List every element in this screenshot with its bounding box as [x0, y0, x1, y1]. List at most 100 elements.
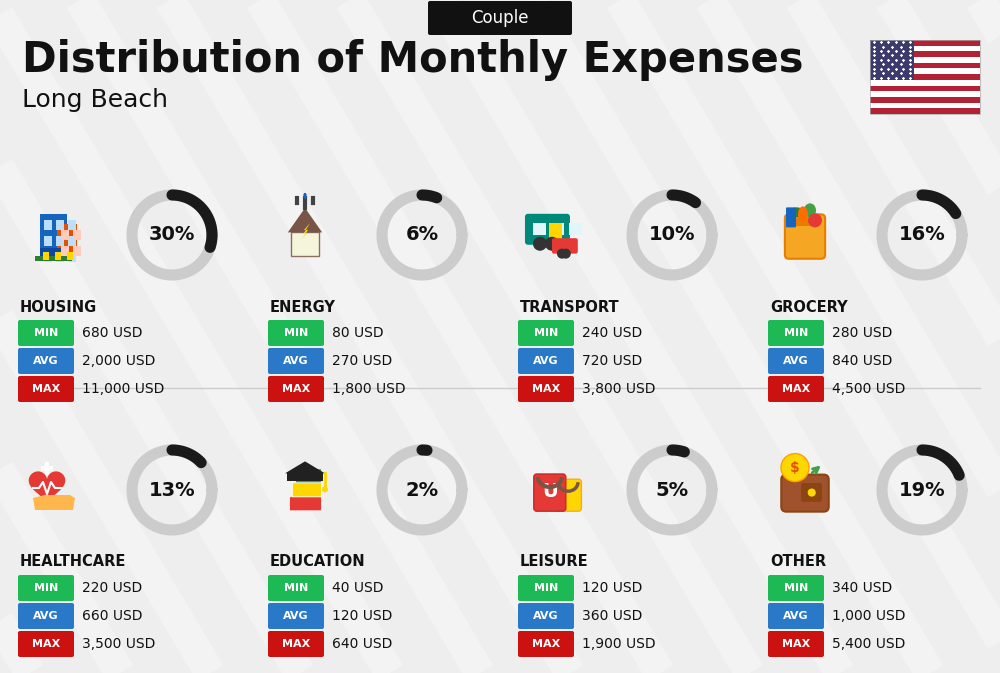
Bar [533, 223, 546, 235]
FancyBboxPatch shape [292, 483, 322, 497]
Text: MIN: MIN [534, 583, 558, 593]
Text: MAX: MAX [282, 384, 310, 394]
FancyBboxPatch shape [518, 631, 574, 657]
Bar [569, 223, 582, 235]
Text: 240 USD: 240 USD [582, 326, 642, 340]
Text: 1,800 USD: 1,800 USD [332, 382, 406, 396]
Bar [67, 252, 73, 260]
Circle shape [561, 248, 571, 258]
Circle shape [533, 237, 547, 251]
Text: 16%: 16% [899, 225, 945, 244]
Text: MIN: MIN [34, 583, 58, 593]
Polygon shape [285, 462, 325, 473]
Text: 220 USD: 220 USD [82, 581, 142, 595]
FancyBboxPatch shape [768, 603, 824, 629]
Bar [870, 80, 980, 85]
FancyBboxPatch shape [289, 497, 322, 511]
Text: 3,500 USD: 3,500 USD [82, 637, 155, 651]
Text: Couple: Couple [471, 9, 529, 27]
Text: AVG: AVG [783, 356, 809, 366]
Text: GROCERY: GROCERY [770, 299, 848, 314]
Circle shape [557, 248, 567, 258]
Text: 640 USD: 640 USD [332, 637, 392, 651]
Text: MIN: MIN [784, 583, 808, 593]
Bar [61, 246, 69, 256]
FancyBboxPatch shape [268, 603, 324, 629]
Bar [56, 236, 64, 246]
Bar [870, 108, 980, 114]
Ellipse shape [798, 207, 808, 222]
Bar [56, 252, 64, 262]
Text: EDUCATION: EDUCATION [270, 555, 366, 569]
FancyBboxPatch shape [295, 469, 322, 483]
Bar [870, 40, 980, 114]
Text: 280 USD: 280 USD [832, 326, 892, 340]
Text: 40 USD: 40 USD [332, 581, 384, 595]
Text: AVG: AVG [783, 611, 809, 621]
FancyBboxPatch shape [18, 603, 74, 629]
Text: MAX: MAX [532, 639, 560, 649]
Polygon shape [301, 223, 310, 240]
Text: 720 USD: 720 USD [582, 354, 642, 368]
Text: 680 USD: 680 USD [82, 326, 143, 340]
FancyBboxPatch shape [18, 348, 74, 374]
Text: MAX: MAX [32, 384, 60, 394]
Bar [55, 252, 61, 260]
FancyBboxPatch shape [518, 575, 574, 601]
Circle shape [781, 454, 809, 482]
FancyBboxPatch shape [428, 1, 572, 35]
FancyBboxPatch shape [768, 575, 824, 601]
FancyBboxPatch shape [768, 631, 824, 657]
Bar [792, 218, 818, 226]
Text: TRANSPORT: TRANSPORT [520, 299, 620, 314]
Bar [44, 236, 52, 246]
Text: HOUSING: HOUSING [20, 299, 97, 314]
Bar [870, 74, 980, 80]
Text: U: U [542, 482, 558, 501]
Bar [40, 214, 67, 256]
Bar [56, 219, 64, 229]
Text: MAX: MAX [532, 384, 560, 394]
Text: 270 USD: 270 USD [332, 354, 392, 368]
Text: OTHER: OTHER [770, 555, 826, 569]
Text: 10%: 10% [649, 225, 695, 244]
Text: AVG: AVG [33, 356, 59, 366]
Text: Long Beach: Long Beach [22, 88, 168, 112]
FancyBboxPatch shape [268, 575, 324, 601]
FancyBboxPatch shape [525, 214, 570, 245]
Text: 6%: 6% [405, 225, 439, 244]
Bar [35, 256, 72, 261]
Text: 80 USD: 80 USD [332, 326, 384, 340]
Text: 340 USD: 340 USD [832, 581, 892, 595]
FancyBboxPatch shape [786, 207, 796, 227]
Text: Distribution of Monthly Expenses: Distribution of Monthly Expenses [22, 39, 804, 81]
Bar [870, 102, 980, 108]
FancyBboxPatch shape [785, 215, 825, 258]
FancyBboxPatch shape [518, 603, 574, 629]
Bar [870, 51, 980, 57]
Bar [551, 223, 564, 235]
Bar [870, 40, 980, 46]
Bar [40, 248, 67, 256]
Text: MIN: MIN [284, 328, 308, 338]
Bar [870, 85, 980, 92]
Text: $: $ [790, 460, 800, 474]
Text: 2,000 USD: 2,000 USD [82, 354, 155, 368]
Text: 840 USD: 840 USD [832, 354, 892, 368]
Bar [43, 252, 49, 260]
FancyBboxPatch shape [268, 376, 324, 402]
Bar [68, 219, 76, 229]
Circle shape [808, 213, 822, 227]
Polygon shape [33, 495, 75, 510]
FancyBboxPatch shape [18, 575, 74, 601]
Bar [870, 69, 980, 74]
Bar [57, 224, 77, 256]
FancyBboxPatch shape [518, 348, 574, 374]
Text: AVG: AVG [283, 356, 309, 366]
FancyBboxPatch shape [768, 348, 824, 374]
Text: 120 USD: 120 USD [332, 609, 392, 623]
Circle shape [545, 237, 559, 251]
Text: 660 USD: 660 USD [82, 609, 143, 623]
Text: LEISURE: LEISURE [520, 555, 589, 569]
FancyBboxPatch shape [801, 483, 822, 502]
